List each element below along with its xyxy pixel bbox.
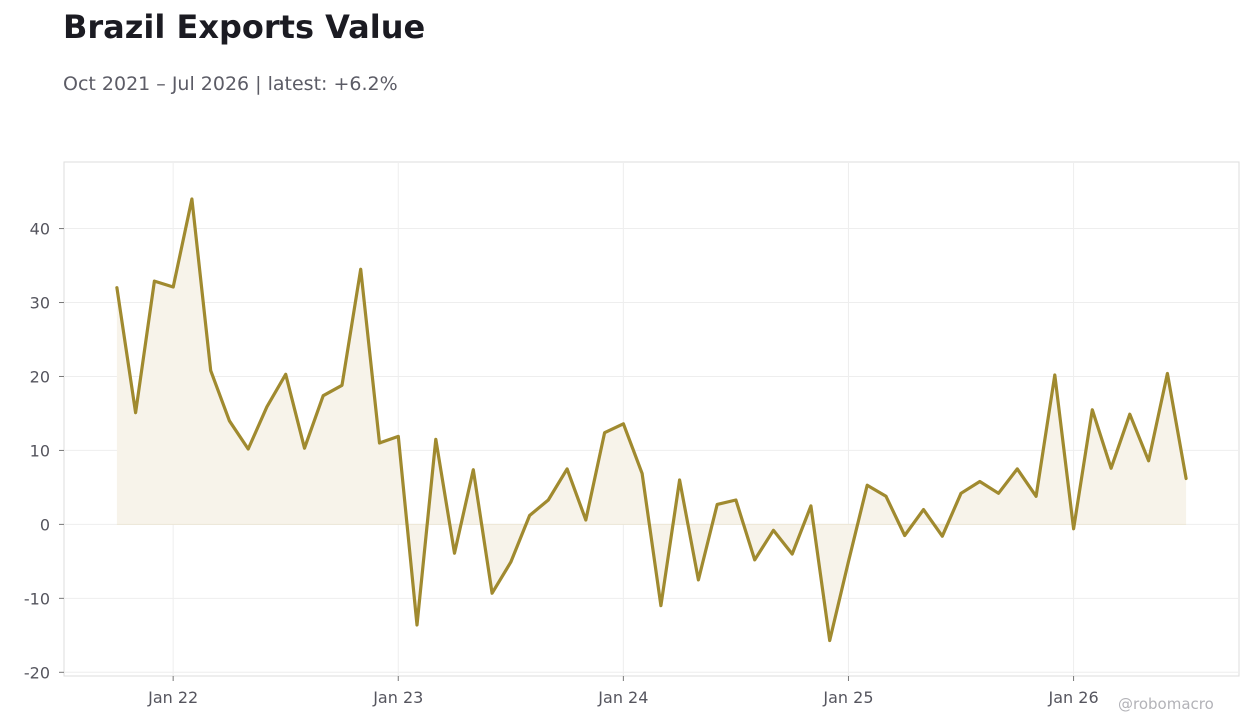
data-point [1053,374,1056,377]
x-tick-label: Jan 22 [147,688,198,707]
data-point [190,198,193,201]
data-point [528,514,531,517]
series-line [115,197,1188,643]
data-point [659,604,662,607]
area-fill [116,199,1187,641]
data-point [172,286,175,289]
y-tick-label: -20 [24,663,50,682]
x-tick-label: Jan 24 [597,688,648,707]
data-point [697,578,700,581]
data-point [1185,477,1188,480]
data-point [434,438,437,441]
data-point [603,431,606,434]
area-layer [116,199,1187,641]
data-point [491,592,494,595]
watermark: @robomacro [1118,695,1214,713]
data-point [903,534,906,537]
data-point [622,422,625,425]
data-point [978,480,981,483]
x-tick-label: Jan 23 [372,688,423,707]
data-point [734,499,737,502]
data-point [265,405,268,408]
data-point [960,492,963,495]
data-point [716,503,719,506]
data-point [378,442,381,445]
data-point [847,560,850,563]
data-point [1091,408,1094,411]
data-point [453,552,456,555]
data-point [322,394,325,397]
data-point [416,624,419,627]
data-point [228,419,231,422]
data-point [209,369,212,372]
data-point [1128,413,1131,416]
data-point [341,384,344,387]
data-point [791,553,794,556]
data-point [247,448,250,451]
data-point [828,639,831,642]
data-point [678,479,681,482]
data-point [809,504,812,507]
data-point [397,435,400,438]
data-point [997,492,1000,495]
data-point [885,495,888,498]
x-tick-label: Jan 25 [822,688,873,707]
data-point [115,286,118,289]
data-point [941,535,944,538]
y-tick-label: 40 [30,220,50,239]
y-tick-label: 30 [30,294,50,313]
data-point [509,561,512,564]
data-point [134,411,137,414]
data-point [866,484,869,487]
plot-frame [63,161,1240,677]
data-point [584,519,587,522]
data-point [753,558,756,561]
y-tick-label: 0 [40,515,50,534]
grid-layer [64,162,1239,676]
data-point [359,268,362,271]
data-point [922,508,925,511]
data-point [1166,372,1169,375]
data-point [1110,467,1113,470]
data-point [566,467,569,470]
data-point [772,529,775,532]
y-tick-label: 20 [30,367,50,386]
x-axis: Jan 22 Jan 23 Jan 24 Jan 25 Jan 26 [147,676,1099,707]
data-point [1016,467,1019,470]
chart-subtitle: Oct 2021 – Jul 2026 | latest: +6.2% [63,73,398,95]
data-point [641,472,644,475]
y-tick-label: 10 [30,441,50,460]
data-point [547,499,550,502]
data-point [284,373,287,376]
data-point [1147,459,1150,462]
data-point [1035,495,1038,498]
data-point [153,280,156,283]
data-point [303,447,306,450]
chart-title: Brazil Exports Value [63,8,426,46]
y-tick-label: -10 [24,589,50,608]
line-layer [115,197,1188,643]
data-point [472,468,475,471]
x-tick-label: Jan 26 [1048,688,1099,707]
y-axis: -20 -10 0 10 20 30 40 [24,220,64,682]
data-point [1072,527,1075,530]
